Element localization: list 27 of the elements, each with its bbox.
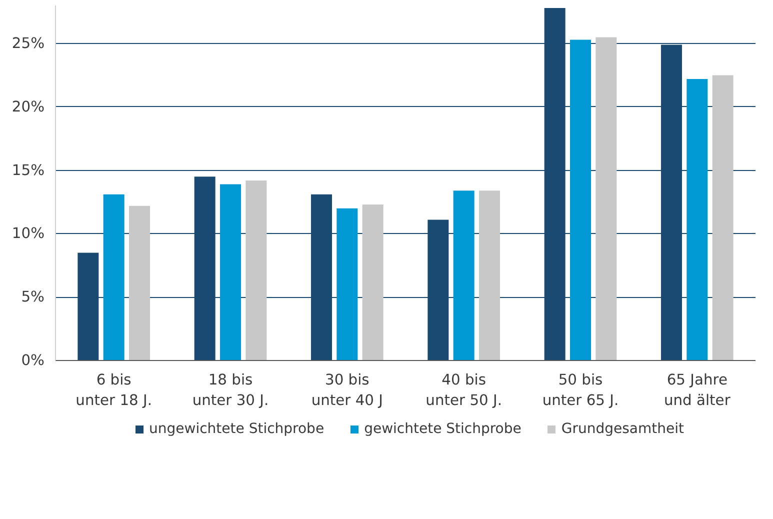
x-tick-label: 30 bis unter 40 J xyxy=(311,372,384,409)
x-tick-label: 40 bis unter 50 J. xyxy=(426,372,502,409)
x-tick-label: 65 Jahre und älter xyxy=(664,372,732,409)
x-tick-label: 6 bis unter 18 J. xyxy=(76,372,152,409)
bar xyxy=(103,194,124,360)
y-tick-label: 15% xyxy=(12,162,45,179)
y-tick-label: 0% xyxy=(21,352,45,369)
bar xyxy=(336,208,358,360)
bar xyxy=(453,190,474,360)
bar xyxy=(362,204,384,360)
bar xyxy=(712,75,734,360)
bar xyxy=(220,184,241,360)
x-tick-label: 50 bis unter 65 J. xyxy=(542,372,619,409)
x-tick-label: 18 bis unter 30 J. xyxy=(192,372,269,409)
legend-label: ungewichtete Stichprobe xyxy=(149,421,324,437)
bar xyxy=(246,180,267,360)
bar xyxy=(570,40,591,360)
bar xyxy=(686,79,708,360)
y-tick-label: 25% xyxy=(12,35,45,52)
bar xyxy=(596,37,617,360)
legend-label: gewichtete Stichprobe xyxy=(364,421,522,437)
bar xyxy=(129,206,150,360)
legend-label: Grundgesamtheit xyxy=(561,421,684,437)
y-tick-label: 5% xyxy=(21,288,45,306)
y-tick-label: 10% xyxy=(12,225,45,242)
y-tick-label: 20% xyxy=(12,98,45,116)
bar xyxy=(479,190,500,360)
